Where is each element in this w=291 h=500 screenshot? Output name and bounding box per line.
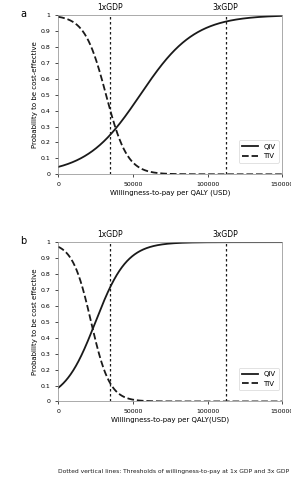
- Legend: QIV, TIV: QIV, TIV: [239, 140, 279, 163]
- QIV: [281, 13, 284, 19]
- TIV: [56, 244, 60, 250]
- Text: 3xGDP: 3xGDP: [213, 3, 238, 12]
- TIV: [95, 344, 99, 349]
- QIV: [252, 239, 255, 245]
- QIV: [142, 246, 146, 252]
- TIV: [276, 398, 280, 404]
- QIV: [82, 154, 86, 160]
- TIV: [252, 398, 255, 404]
- TIV: [95, 60, 99, 66]
- TIV: [82, 30, 86, 36]
- TIV: [56, 14, 60, 20]
- TIV: [281, 398, 284, 404]
- TIV: [142, 167, 146, 173]
- Y-axis label: Probability to be cost-effective: Probability to be cost-effective: [32, 42, 38, 148]
- X-axis label: Willingness-to-pay per QALY (USD): Willingness-to-pay per QALY (USD): [110, 190, 230, 196]
- QIV: [276, 13, 280, 19]
- QIV: [152, 243, 156, 249]
- QIV: [95, 144, 99, 150]
- QIV: [252, 14, 255, 20]
- TIV: [252, 172, 255, 177]
- Text: b: b: [20, 236, 26, 246]
- QIV: [142, 86, 146, 92]
- QIV: [56, 164, 60, 170]
- Line: TIV: TIV: [58, 17, 282, 174]
- TIV: [152, 170, 156, 175]
- QIV: [82, 348, 86, 354]
- TIV: [152, 398, 156, 404]
- QIV: [281, 239, 284, 245]
- QIV: [56, 385, 60, 391]
- TIV: [281, 172, 284, 177]
- TIV: [142, 398, 146, 404]
- QIV: [95, 315, 99, 321]
- TIV: [82, 289, 86, 295]
- X-axis label: Willingness-to-pay per QALY(USD): Willingness-to-pay per QALY(USD): [111, 417, 229, 424]
- Line: QIV: QIV: [58, 242, 282, 388]
- QIV: [276, 239, 280, 245]
- TIV: [276, 172, 280, 177]
- Text: Dotted vertical lines: Thresholds of willingness-to-pay at 1x GDP and 3x GDP: Dotted vertical lines: Thresholds of wil…: [58, 470, 289, 474]
- Line: TIV: TIV: [58, 246, 282, 402]
- Text: a: a: [20, 8, 26, 18]
- Text: 1xGDP: 1xGDP: [98, 3, 123, 12]
- Legend: QIV, TIV: QIV, TIV: [239, 368, 279, 390]
- Y-axis label: Probability to be cost effective: Probability to be cost effective: [32, 268, 38, 375]
- Text: 3xGDP: 3xGDP: [213, 230, 238, 239]
- Line: QIV: QIV: [58, 16, 282, 167]
- QIV: [152, 72, 156, 78]
- Text: 1xGDP: 1xGDP: [98, 230, 123, 239]
